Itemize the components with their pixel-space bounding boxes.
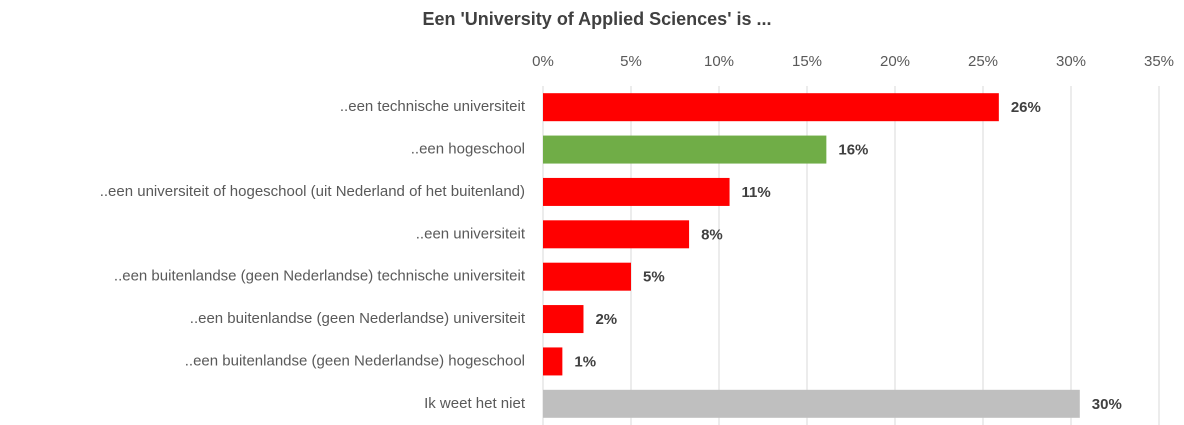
- bar: [543, 93, 999, 122]
- value-label: 26%: [1011, 99, 1041, 116]
- y-tick-label: ..een universiteit of hogeschool (uit Ne…: [100, 183, 525, 200]
- value-label: 30%: [1092, 396, 1122, 413]
- value-label: 16%: [838, 142, 868, 159]
- y-tick-label: ..een buitenlandse (geen Nederlandse) ho…: [185, 352, 525, 369]
- bar: [543, 347, 563, 376]
- x-tick-label: 0%: [532, 53, 554, 70]
- y-tick-label: ..een technische universiteit: [340, 98, 526, 115]
- y-tick-label: ..een buitenlandse (geen Nederlandse) un…: [190, 310, 526, 327]
- bar: [543, 177, 730, 206]
- bar: [543, 389, 1080, 418]
- x-tick-label: 30%: [1056, 53, 1086, 70]
- x-tick-label: 15%: [792, 53, 822, 70]
- value-label: 8%: [701, 226, 723, 243]
- bar: [543, 262, 631, 291]
- x-tick-label: 35%: [1144, 53, 1174, 70]
- y-tick-label: Ik weet het niet: [424, 395, 526, 412]
- value-label: 1%: [574, 353, 596, 370]
- x-tick-label: 5%: [620, 53, 642, 70]
- bar: [543, 305, 584, 334]
- y-tick-label: ..een hogeschool: [411, 141, 525, 158]
- value-label: 11%: [742, 184, 771, 201]
- x-tick-label: 25%: [968, 53, 998, 70]
- value-label: 2%: [595, 311, 617, 328]
- bar: [543, 135, 827, 164]
- chart-title: Een 'University of Applied Sciences' is …: [422, 9, 771, 29]
- x-tick-label: 10%: [704, 53, 734, 70]
- x-tick-label: 20%: [880, 53, 910, 70]
- value-label: 5%: [643, 269, 665, 286]
- y-tick-label: ..een buitenlandse (geen Nederlandse) te…: [114, 268, 526, 285]
- bar: [543, 220, 690, 249]
- y-tick-label: ..een universiteit: [416, 225, 526, 242]
